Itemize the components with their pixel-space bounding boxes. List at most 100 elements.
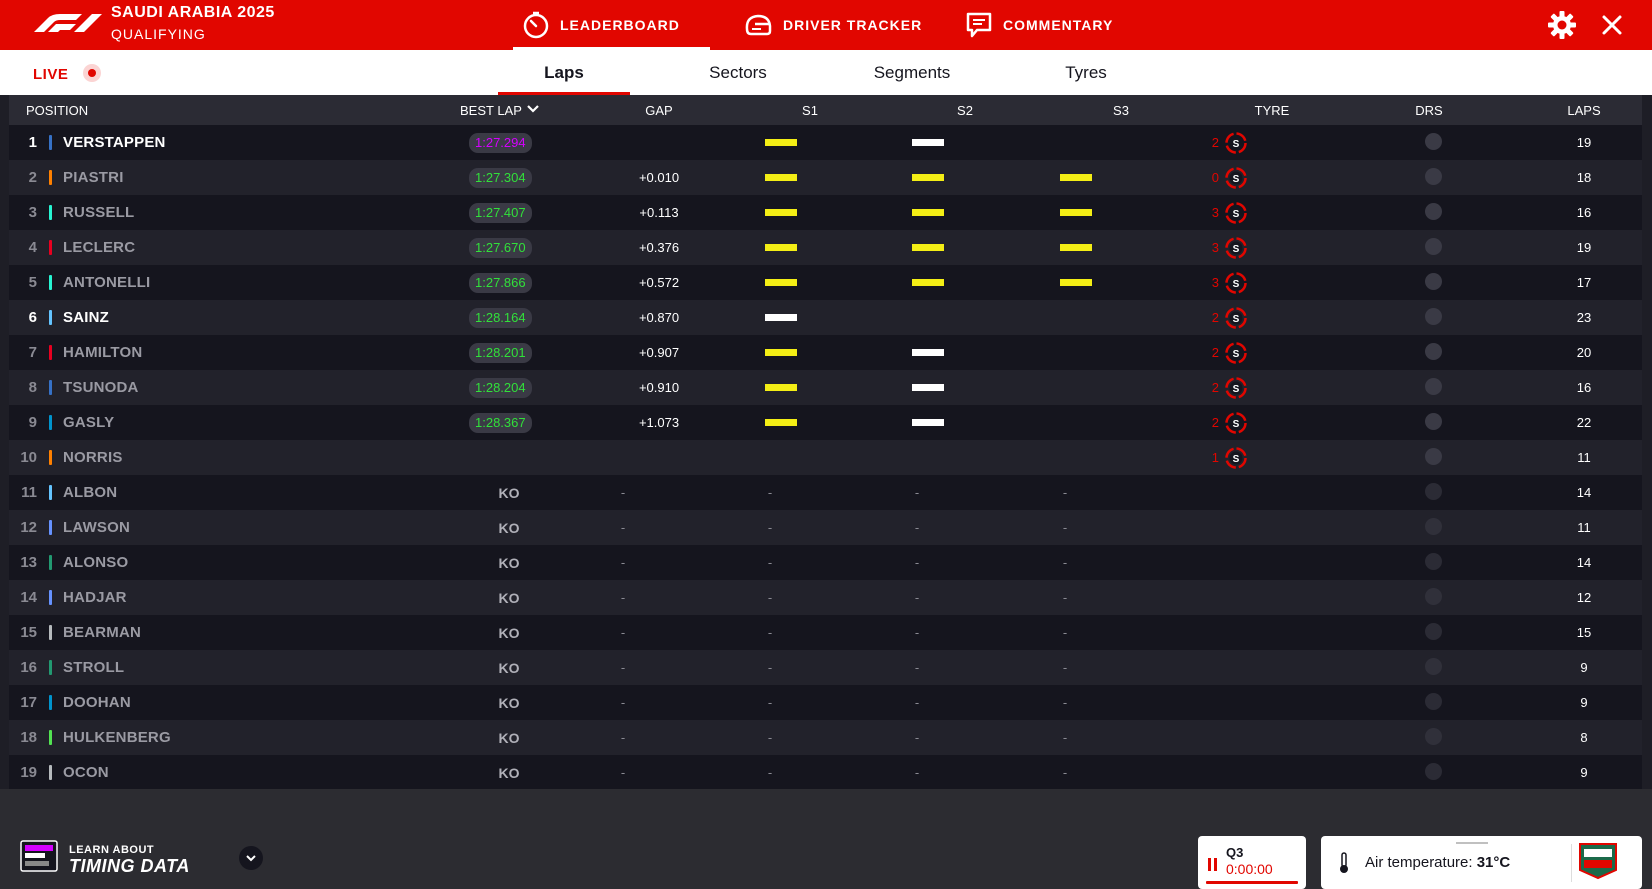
knocked-out-label: KO bbox=[498, 695, 520, 711]
tab-commentary[interactable]: COMMENTARY bbox=[965, 0, 1113, 50]
driver-name[interactable]: STROLL bbox=[63, 659, 125, 676]
team-color-bar bbox=[49, 170, 52, 185]
tab-driver-tracker[interactable]: DRIVER TRACKER bbox=[743, 0, 922, 50]
expand-timing-info-button[interactable] bbox=[239, 846, 263, 870]
table-row[interactable]: 14 HADJAR KO - - - - 12 bbox=[9, 580, 1642, 615]
drs-indicator bbox=[1425, 448, 1442, 465]
col-best-lap-sort[interactable]: BEST LAP bbox=[460, 95, 540, 125]
driver-name[interactable]: LAWSON bbox=[63, 519, 131, 536]
tyre-age: 2 bbox=[1211, 310, 1219, 325]
driver-name[interactable]: VERSTAPPEN bbox=[63, 134, 166, 151]
driver-position: 1 bbox=[28, 134, 37, 151]
table-row[interactable]: 17 DOOHAN KO - - - - 9 bbox=[9, 685, 1642, 720]
chevron-down-icon bbox=[527, 105, 539, 113]
drs-indicator bbox=[1425, 658, 1442, 675]
table-row[interactable]: 5 ANTONELLI 1:27.866 +0.572 3 S 17 bbox=[9, 265, 1642, 300]
table-row[interactable]: 12 LAWSON KO - - - - 11 bbox=[9, 510, 1642, 545]
divider bbox=[1571, 844, 1572, 882]
s1-dash: - bbox=[767, 625, 773, 640]
driver-position: 17 bbox=[20, 694, 37, 711]
driver-position: 15 bbox=[20, 624, 37, 641]
close-icon[interactable] bbox=[1596, 9, 1628, 41]
driver-name[interactable]: DOOHAN bbox=[63, 694, 131, 711]
table-row[interactable]: 7 HAMILTON 1:28.201 +0.907 2 S 20 bbox=[9, 335, 1642, 370]
driver-name[interactable]: HULKENBERG bbox=[63, 729, 171, 746]
driver-name[interactable]: TSUNODA bbox=[63, 379, 139, 396]
thermometer-icon bbox=[1340, 852, 1348, 873]
driver-name[interactable]: GASLY bbox=[63, 414, 115, 431]
driver-name[interactable]: HADJAR bbox=[63, 589, 127, 606]
best-lap-time: 1:28.164 bbox=[469, 308, 532, 328]
table-row[interactable]: 15 BEARMAN KO - - - - 15 bbox=[9, 615, 1642, 650]
s1-sector-bar bbox=[765, 244, 797, 251]
table-row[interactable]: 4 LECLERC 1:27.670 +0.376 3 S 19 bbox=[9, 230, 1642, 265]
table-row[interactable]: 8 TSUNODA 1:28.204 +0.910 2 S 16 bbox=[9, 370, 1642, 405]
soft-tyre-icon: S bbox=[1225, 237, 1247, 259]
s3-dash: - bbox=[1062, 590, 1068, 605]
s2-dash: - bbox=[914, 520, 920, 535]
drs-indicator bbox=[1425, 378, 1442, 395]
tab-tyres[interactable]: Tyres bbox=[1065, 63, 1107, 82]
table-row[interactable]: 19 OCON KO - - - - 9 bbox=[9, 755, 1642, 790]
table-row[interactable]: 6 SAINZ 1:28.164 +0.870 2 S 23 bbox=[9, 300, 1642, 335]
tyre-age: 2 bbox=[1211, 345, 1219, 360]
session-clock-panel: Q3 0:00:00 bbox=[1198, 836, 1306, 889]
table-row[interactable]: 10 NORRIS 1 S 11 bbox=[9, 440, 1642, 475]
driver-name[interactable]: NORRIS bbox=[63, 449, 123, 466]
tab-sectors[interactable]: Sectors bbox=[709, 63, 767, 82]
table-row[interactable]: 13 ALONSO KO - - - - 14 bbox=[9, 545, 1642, 580]
driver-name[interactable]: ALBON bbox=[63, 484, 118, 501]
drs-indicator bbox=[1425, 763, 1442, 780]
drs-indicator bbox=[1425, 343, 1442, 360]
driver-name[interactable]: LECLERC bbox=[63, 239, 136, 256]
table-row[interactable]: 18 HULKENBERG KO - - - - 8 bbox=[9, 720, 1642, 755]
team-color-bar bbox=[49, 380, 52, 395]
driver-position: 9 bbox=[28, 414, 37, 431]
table-row[interactable]: 16 STROLL KO - - - - 9 bbox=[9, 650, 1642, 685]
session-progress-line bbox=[1206, 881, 1298, 884]
best-lap-time: 1:28.204 bbox=[469, 378, 532, 398]
knocked-out-label: KO bbox=[498, 590, 520, 606]
best-lap-time: 1:28.201 bbox=[469, 343, 532, 363]
driver-name[interactable]: HAMILTON bbox=[63, 344, 143, 361]
learn-about-label: LEARN ABOUT bbox=[69, 844, 155, 856]
laps-count: 9 bbox=[1580, 765, 1588, 780]
team-color-bar bbox=[49, 555, 52, 570]
tab-segments[interactable]: Segments bbox=[873, 63, 951, 82]
tyre-age: 3 bbox=[1211, 240, 1219, 255]
s1-sector-bar bbox=[765, 419, 797, 426]
soft-tyre-icon: S bbox=[1225, 342, 1247, 364]
laps-count: 17 bbox=[1576, 275, 1592, 290]
table-row[interactable]: 1 VERSTAPPEN 1:27.294 2 S 19 bbox=[9, 125, 1642, 160]
laps-count: 19 bbox=[1576, 135, 1592, 150]
s2-dash: - bbox=[914, 660, 920, 675]
settings-gear-icon[interactable] bbox=[1546, 9, 1578, 41]
s1-sector-bar bbox=[765, 314, 797, 321]
s3-dash: - bbox=[1062, 520, 1068, 535]
driver-name[interactable]: RUSSELL bbox=[63, 204, 135, 221]
best-lap-time: 1:27.294 bbox=[469, 133, 532, 153]
laps-count: 14 bbox=[1576, 555, 1592, 570]
tab-laps[interactable]: Laps bbox=[498, 50, 630, 95]
table-row[interactable]: 9 GASLY 1:28.367 +1.073 2 S 22 bbox=[9, 405, 1642, 440]
col-laps: LAPS bbox=[1567, 103, 1601, 118]
s2-dash: - bbox=[914, 590, 920, 605]
driver-name[interactable]: OCON bbox=[63, 764, 109, 781]
tab-leaderboard[interactable]: LEADERBOARD bbox=[513, 0, 710, 50]
table-row[interactable]: 3 RUSSELL 1:27.407 +0.113 3 S 16 bbox=[9, 195, 1642, 230]
table-row[interactable]: 2 PIASTRI 1:27.304 +0.010 0 S 18 bbox=[9, 160, 1642, 195]
driver-name[interactable]: ANTONELLI bbox=[63, 274, 151, 291]
drs-indicator bbox=[1425, 693, 1442, 710]
driver-name[interactable]: SAINZ bbox=[63, 309, 109, 326]
driver-name[interactable]: BEARMAN bbox=[63, 624, 142, 641]
soft-tyre-icon: S bbox=[1225, 412, 1247, 434]
driver-name[interactable]: ALONSO bbox=[63, 554, 129, 571]
driver-name[interactable]: PIASTRI bbox=[63, 169, 124, 186]
team-color-bar bbox=[49, 765, 52, 780]
weather-drag-handle[interactable] bbox=[1456, 842, 1488, 844]
s3-dash: - bbox=[1062, 660, 1068, 675]
gap-dash: - bbox=[620, 485, 626, 500]
tyre-compound-letter: S bbox=[1233, 209, 1240, 220]
tab-leaderboard-label: LEADERBOARD bbox=[560, 17, 680, 33]
table-row[interactable]: 11 ALBON KO - - - - 14 bbox=[9, 475, 1642, 510]
